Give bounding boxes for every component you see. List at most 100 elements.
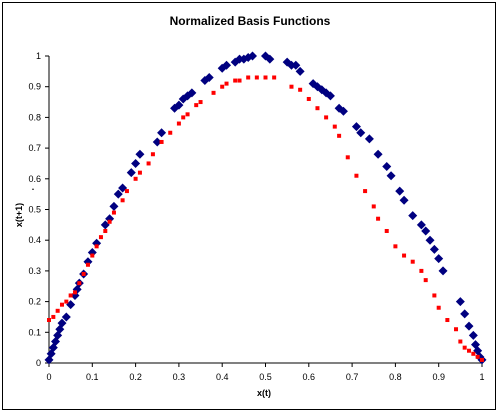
diamond-point <box>174 100 184 110</box>
x-axis-label: x(t) <box>257 388 271 398</box>
diamond-point <box>325 91 335 101</box>
square-point <box>371 204 376 209</box>
diamond-point <box>109 201 119 211</box>
x-tick-label: 0.2 <box>129 372 142 382</box>
square-point <box>332 124 337 129</box>
diamond-point <box>126 168 136 178</box>
diamond-point <box>429 244 439 254</box>
square-point <box>480 357 484 362</box>
y-tick-label: 0.8 <box>28 112 41 122</box>
y-axis-ticks: 0 0.1 0.2 0.3 0.4 0.5 0.6 0.7 0.8 0.9 1 <box>28 51 49 368</box>
series-square <box>47 75 484 362</box>
square-point <box>77 281 82 286</box>
y-tick-label: 0.5 <box>28 205 41 215</box>
x-axis-ticks: 0 0.1 0.2 0.3 0.4 0.5 0.6 0.7 0.8 0.9 1 <box>46 363 485 382</box>
square-point <box>159 139 164 144</box>
y-tick-label: 0.4 <box>28 235 41 245</box>
square-point <box>150 152 155 157</box>
square-point <box>168 130 173 135</box>
diamond-point <box>460 309 470 319</box>
y-axis-label: x(t+1) <box>14 203 24 227</box>
diamond-point <box>382 162 392 172</box>
y-tick-label: 0 <box>36 358 41 368</box>
diamond-point <box>464 321 474 331</box>
diamond-point <box>152 137 162 147</box>
y-tick-label: 0.1 <box>28 327 41 337</box>
diamond-point <box>135 149 145 159</box>
diamond-point <box>295 66 305 76</box>
square-point <box>254 75 259 80</box>
square-point <box>111 210 116 215</box>
square-point <box>133 176 138 181</box>
square-point <box>462 345 467 350</box>
chart-title: Normalized Basis Functions <box>170 14 331 28</box>
diamond-point <box>438 266 448 276</box>
square-point <box>298 87 303 92</box>
square-point <box>59 302 64 307</box>
square-point <box>233 78 238 83</box>
diamond-point <box>351 122 361 132</box>
diamond-point <box>131 158 141 168</box>
diamond-point <box>373 149 383 159</box>
chart-frame <box>2 2 496 410</box>
square-point <box>475 354 480 359</box>
square-point <box>55 308 60 313</box>
square-point <box>410 259 415 264</box>
square-point <box>471 351 476 356</box>
square-point <box>315 106 320 111</box>
square-point <box>103 228 108 233</box>
square-point <box>181 115 186 120</box>
square-point <box>306 96 311 101</box>
diamond-point <box>248 51 258 61</box>
diamond-point <box>105 214 115 224</box>
diamond-point <box>468 330 478 340</box>
diamond-point <box>92 238 102 248</box>
square-point <box>384 228 389 233</box>
diamond-point <box>222 60 232 70</box>
diamond-point <box>100 220 110 230</box>
diamond-point <box>265 54 275 64</box>
square-point <box>120 198 125 203</box>
square-point <box>194 103 199 108</box>
square-point <box>98 235 103 240</box>
diamond-point <box>434 254 444 264</box>
x-tick-label: 0.7 <box>346 372 359 382</box>
square-point <box>467 348 472 353</box>
square-point <box>419 268 424 273</box>
square-point <box>363 189 368 194</box>
diamond-point <box>395 186 405 196</box>
square-point <box>458 339 463 344</box>
square-point <box>454 327 459 332</box>
square-point <box>211 90 216 95</box>
square-point <box>354 173 359 178</box>
diamond-point <box>421 226 431 236</box>
square-point <box>185 112 190 117</box>
square-point <box>393 244 398 249</box>
diamond-point <box>408 211 418 221</box>
y-tick-label: 0.2 <box>28 297 41 307</box>
diamond-point <box>386 171 396 181</box>
y-tick-label: 1 <box>36 51 41 61</box>
square-point <box>263 75 268 80</box>
diamond-point <box>113 189 123 199</box>
square-point <box>324 115 329 120</box>
diamond-point <box>61 312 71 322</box>
diamond-point <box>57 318 67 328</box>
diamond-point <box>291 60 301 70</box>
diamond-point <box>338 106 348 116</box>
x-tick-label: 0.9 <box>432 372 445 382</box>
square-point <box>445 318 450 323</box>
square-point <box>423 278 428 283</box>
x-tick-label: 0.8 <box>389 372 402 382</box>
square-point <box>107 219 112 224</box>
diamond-point <box>455 297 465 307</box>
square-point <box>237 78 242 83</box>
square-point <box>246 75 251 80</box>
square-point <box>146 161 151 166</box>
x-tick-label: 0 <box>46 372 51 382</box>
square-point <box>402 253 407 258</box>
y-axis-label-suffix: . <box>32 182 35 192</box>
square-point <box>124 189 129 194</box>
square-point <box>64 299 69 304</box>
